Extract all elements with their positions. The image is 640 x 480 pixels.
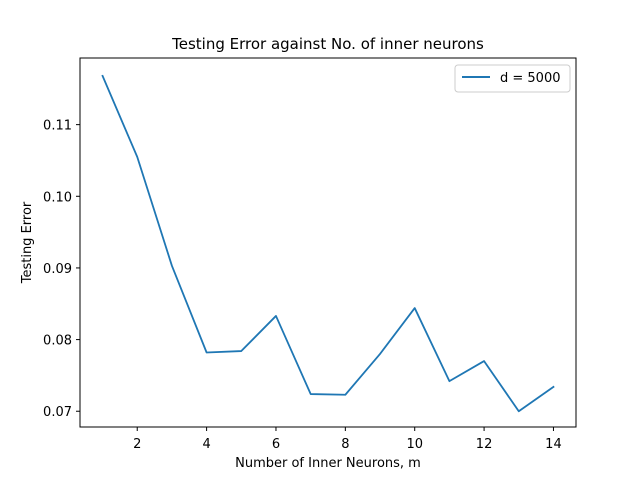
legend-label: d = 5000 xyxy=(500,71,561,86)
x-tick-label: 10 xyxy=(406,437,423,452)
chart-title: Testing Error against No. of inner neuro… xyxy=(171,35,484,53)
y-axis-label: Testing Error xyxy=(20,201,35,284)
y-tick-label: 0.11 xyxy=(43,119,72,134)
x-tick-label: 4 xyxy=(202,437,210,452)
y-tick-label: 0.10 xyxy=(43,190,72,205)
y-tick-label: 0.08 xyxy=(43,334,72,349)
y-axis-ticks: 0.07 0.08 0.09 0.10 0.11 xyxy=(43,119,80,420)
y-tick-label: 0.07 xyxy=(43,405,72,420)
series-layer xyxy=(101,74,555,413)
x-tick-label: 14 xyxy=(545,437,562,452)
plot-area-frame xyxy=(79,57,577,428)
x-tick-label: 2 xyxy=(133,437,141,452)
x-tick-label: 8 xyxy=(341,437,349,452)
series-line xyxy=(101,74,555,413)
x-tick-label: 6 xyxy=(272,437,280,452)
x-tick-label: 12 xyxy=(476,437,493,452)
x-axis-label: Number of Inner Neurons, m xyxy=(235,456,421,471)
x-axis-ticks: 2 4 6 8 10 12 14 xyxy=(133,427,562,452)
legend-box xyxy=(454,64,571,93)
y-tick-label: 0.09 xyxy=(43,262,72,277)
legend: d = 5000 xyxy=(454,64,571,93)
